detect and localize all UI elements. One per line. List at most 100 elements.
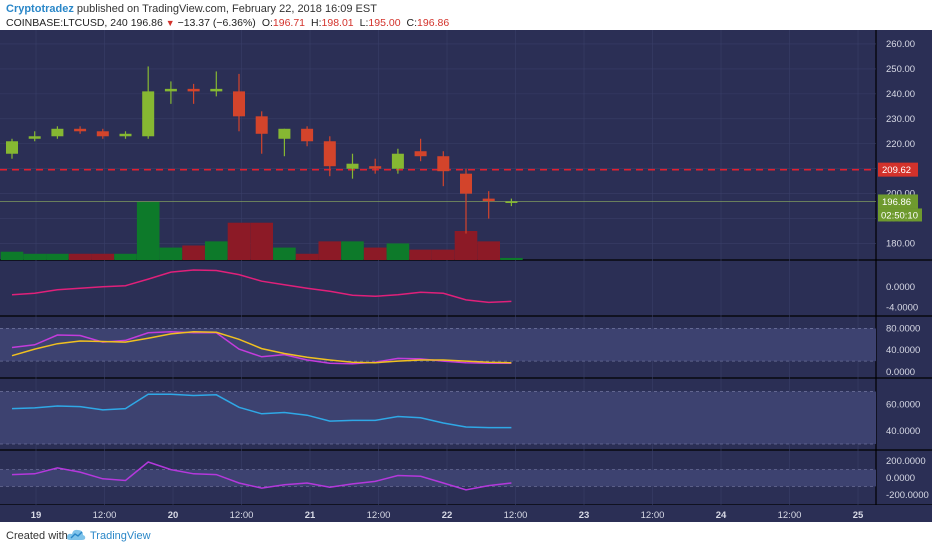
candle-body[interactable]	[255, 116, 268, 134]
volume-bar	[477, 241, 500, 260]
candle-body[interactable]	[119, 133, 132, 137]
rsi-band	[0, 391, 876, 444]
volume-bar	[205, 241, 228, 260]
countdown-tag	[878, 208, 922, 222]
tradingview-brand-link[interactable]: TradingView	[90, 530, 151, 542]
time-tick-label: 12:00	[230, 510, 254, 521]
stoch-tick-label: 80.0000	[886, 323, 920, 334]
time-tick-label: 22	[442, 510, 453, 521]
time-tick-label: 19	[31, 510, 42, 521]
time-tick-label: 23	[579, 510, 590, 521]
stoch-d-line[interactable]	[11, 330, 512, 364]
price-tick-label: 250.00	[886, 64, 915, 75]
rsi-tick-label: 60.0000	[886, 400, 920, 411]
volume-bar	[68, 253, 92, 260]
price-tick-label: 230.00	[886, 114, 915, 125]
candle-body[interactable]	[74, 128, 87, 132]
candle-body[interactable]	[460, 173, 472, 194]
volume-bar	[23, 253, 46, 260]
volume-bar	[318, 241, 342, 260]
volume-bar	[341, 241, 364, 260]
candle-body[interactable]	[96, 131, 109, 137]
volume-bar	[295, 253, 319, 260]
candle-body[interactable]	[233, 91, 245, 117]
hline-price-tag	[878, 162, 918, 177]
volume-bar	[500, 257, 523, 260]
open-label: O:	[261, 17, 273, 29]
candle-body[interactable]	[187, 88, 200, 92]
time-tick-label: 24	[716, 510, 727, 521]
rsi-tick-label: 40.0000	[886, 426, 920, 437]
publication-line: Cryptotradez published on TradingView.co…	[6, 3, 377, 15]
volume-bar	[250, 222, 273, 260]
volume-bar	[0, 251, 24, 260]
candle-body[interactable]	[142, 91, 155, 137]
candle-body[interactable]	[51, 128, 64, 137]
volume-bar	[182, 245, 205, 260]
ohlc-legend: COINBASE:LTCUSD, 240 196.86 ▼ −13.37 (−6…	[6, 17, 449, 29]
candle-body[interactable]	[391, 153, 404, 169]
footer: Created with TradingView	[0, 522, 932, 550]
hline-price-value: 209.62	[882, 165, 911, 176]
volume-bar	[363, 247, 387, 260]
volume-bar	[46, 253, 69, 260]
created-with-label: Created with	[6, 530, 68, 542]
macd-tick-label: 0.0000	[886, 282, 915, 293]
candle-body[interactable]	[301, 128, 314, 142]
time-tick-label: 12:00	[93, 510, 117, 521]
close-label: C:	[406, 17, 418, 29]
time-tick-label: 25	[853, 510, 864, 521]
cci-tick-label: 0.0000	[886, 473, 915, 484]
candle-body[interactable]	[505, 201, 518, 203]
hline-price-tag-bg	[878, 162, 918, 177]
cci-tick-label: -200.0000	[886, 490, 929, 501]
volume-bar	[273, 247, 296, 260]
last-price-tag	[878, 194, 918, 209]
author-link[interactable]: Cryptotradez	[6, 3, 74, 15]
volume-bar	[409, 249, 432, 260]
volume-bar	[159, 247, 183, 260]
candle-body[interactable]	[482, 198, 495, 202]
stoch-tick-label: 40.0000	[886, 345, 920, 356]
candle-body[interactable]	[164, 88, 177, 92]
macd-tick-label: -4.0000	[886, 302, 918, 313]
change-value: −13.37 (−6.36%)	[177, 17, 256, 29]
candle-body[interactable]	[346, 163, 359, 169]
candle-body[interactable]	[437, 156, 450, 172]
candle-body[interactable]	[6, 141, 18, 154]
candle-body[interactable]	[278, 128, 291, 139]
candle-body[interactable]	[323, 141, 336, 167]
symbol-label[interactable]: COINBASE:LTCUSD, 240	[6, 17, 128, 29]
price-tick-label: 240.00	[886, 89, 915, 100]
down-arrow-icon: ▼	[165, 18, 175, 28]
candle-body[interactable]	[414, 151, 427, 157]
close-value: 196.86	[417, 17, 450, 29]
candle-body[interactable]	[369, 166, 382, 169]
time-tick-label: 21	[305, 510, 316, 521]
volume-bar	[386, 243, 410, 260]
chart-canvas[interactable]: 260.00250.00240.00230.00220.00210.00200.…	[0, 30, 932, 522]
low-label: L:	[359, 17, 369, 29]
rsi-line[interactable]	[11, 393, 512, 429]
cci-tick-label: 200.0000	[886, 456, 926, 467]
stoch-band	[0, 328, 876, 362]
volume-bar	[432, 249, 455, 260]
low-value: 195.00	[368, 17, 401, 29]
candle-body[interactable]	[210, 88, 223, 92]
published-text: published on TradingView.com, February 2…	[76, 3, 377, 15]
price-tick-label: 220.00	[886, 139, 915, 150]
time-tick-label: 12:00	[367, 510, 391, 521]
macd-line[interactable]	[11, 269, 512, 304]
time-axis	[0, 505, 932, 522]
candle-body[interactable]	[28, 136, 41, 139]
chart-area[interactable]: 260.00250.00240.00230.00220.00210.00200.…	[0, 30, 932, 522]
cci-line[interactable]	[11, 461, 512, 491]
countdown-value: 02:50:10	[881, 210, 918, 221]
cci-band	[0, 469, 876, 487]
volume-bar	[114, 253, 137, 260]
volume-bar	[227, 222, 251, 260]
last-price-tag-value: 196.86	[882, 197, 911, 208]
publication-header: Cryptotradez published on TradingView.co…	[0, 0, 932, 30]
volume-bar	[91, 253, 115, 260]
open-value: 196.71	[272, 17, 306, 29]
